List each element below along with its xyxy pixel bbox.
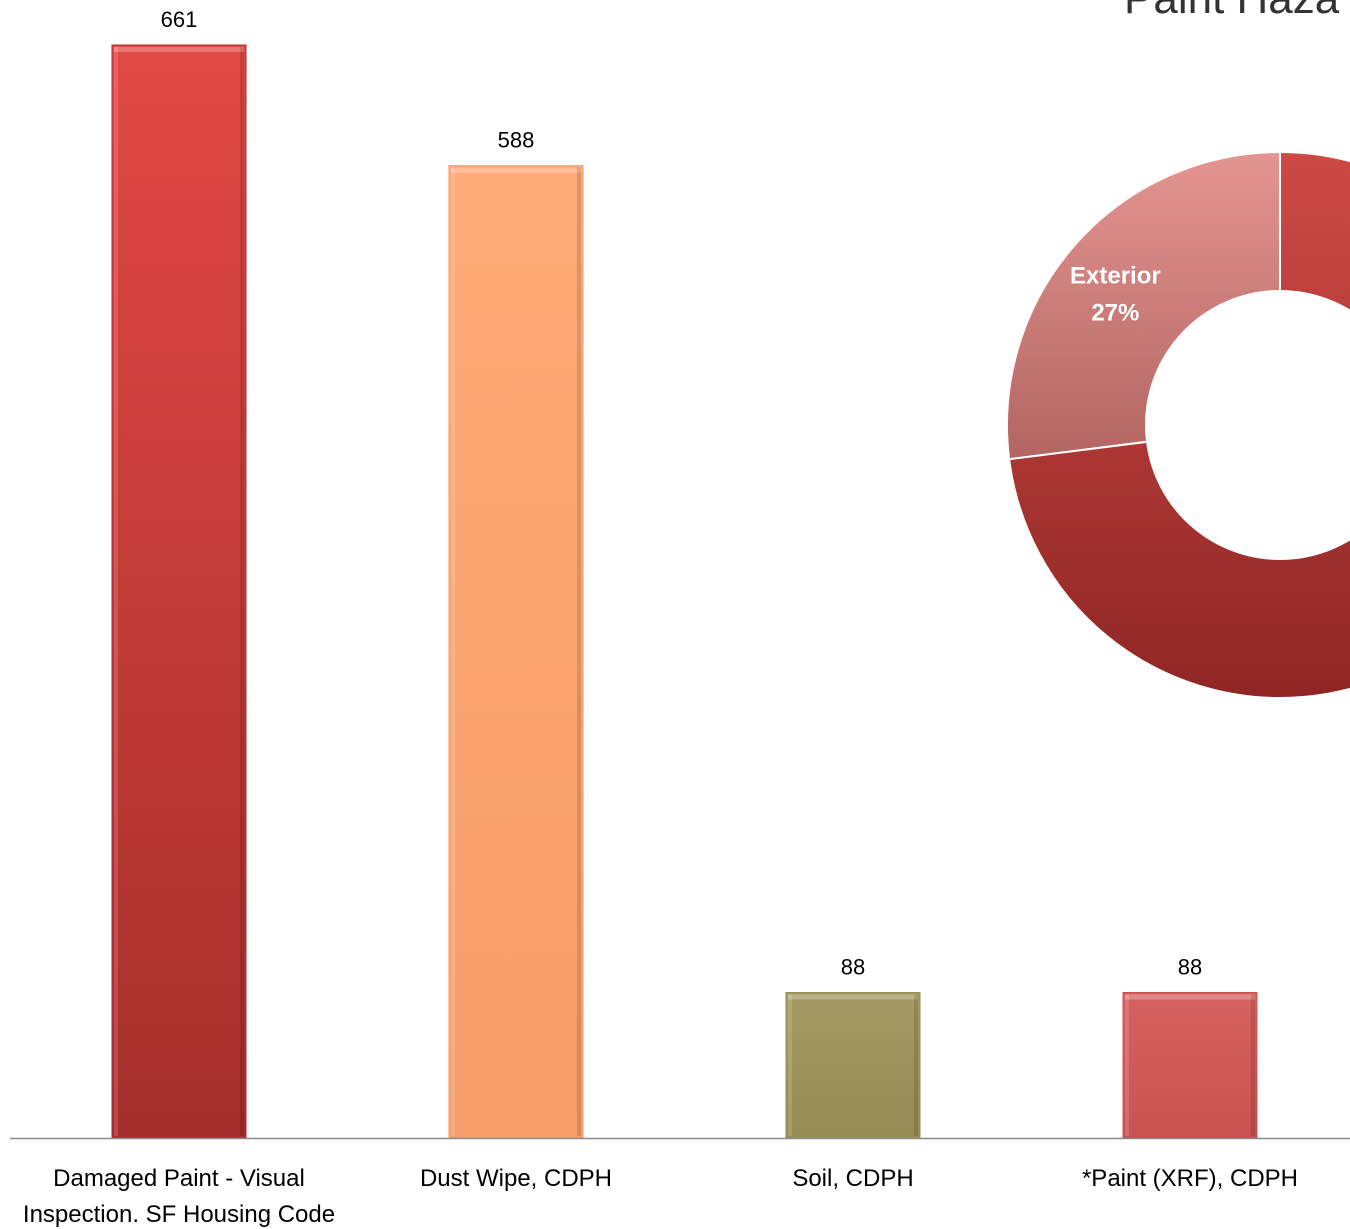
category-tick-label: Damaged Paint - Visual (53, 1165, 305, 1192)
category-tick-label: Inspection. SF Housing Code (23, 1201, 335, 1228)
bar-bevel-highlight (1125, 994, 1255, 1000)
category-tick-label: *Paint (XRF), CDPH (1082, 1165, 1298, 1192)
donut-slice (1006, 150, 1281, 461)
bar-bevel-shadow (577, 167, 581, 1136)
bar (111, 44, 247, 1139)
bar-bevel-shadow (914, 994, 918, 1136)
bar-bevel-shadow (1251, 994, 1255, 1136)
bar-bevel-highlight (114, 47, 118, 1136)
donut-slice-percent: 27% (1091, 299, 1139, 326)
bar-data-label: 88 (841, 954, 865, 979)
bar-data-label: 88 (1178, 954, 1202, 979)
bar-bevel-shadow (240, 47, 244, 1136)
bar-data-label: 661 (161, 7, 198, 32)
donut-slice (1008, 150, 1350, 699)
bar (1122, 991, 1258, 1139)
category-tick-label: Soil, CDPH (792, 1165, 913, 1192)
bar (448, 165, 584, 1139)
donut-slice-label: Exterior (1070, 262, 1161, 289)
bar-chart: 661 Damaged Paint - Visual Inspection. SF … (10, 7, 1350, 1228)
category-tick-label: Dust Wipe, CDPH (420, 1165, 612, 1192)
bar-bevel-highlight (114, 47, 244, 52)
bar-bevel-highlight (1125, 994, 1129, 1136)
bar-bevel-highlight (451, 167, 455, 1136)
bar-bevel-highlight (788, 994, 918, 1000)
bar-bevel-highlight (788, 994, 792, 1136)
chart-title: Paint Haza (1124, 0, 1339, 24)
donut-chart: Exterior 27% (1006, 150, 1350, 699)
bar-bevel-highlight (451, 167, 581, 173)
bar-data-label: 588 (498, 128, 535, 153)
bar (785, 991, 921, 1139)
